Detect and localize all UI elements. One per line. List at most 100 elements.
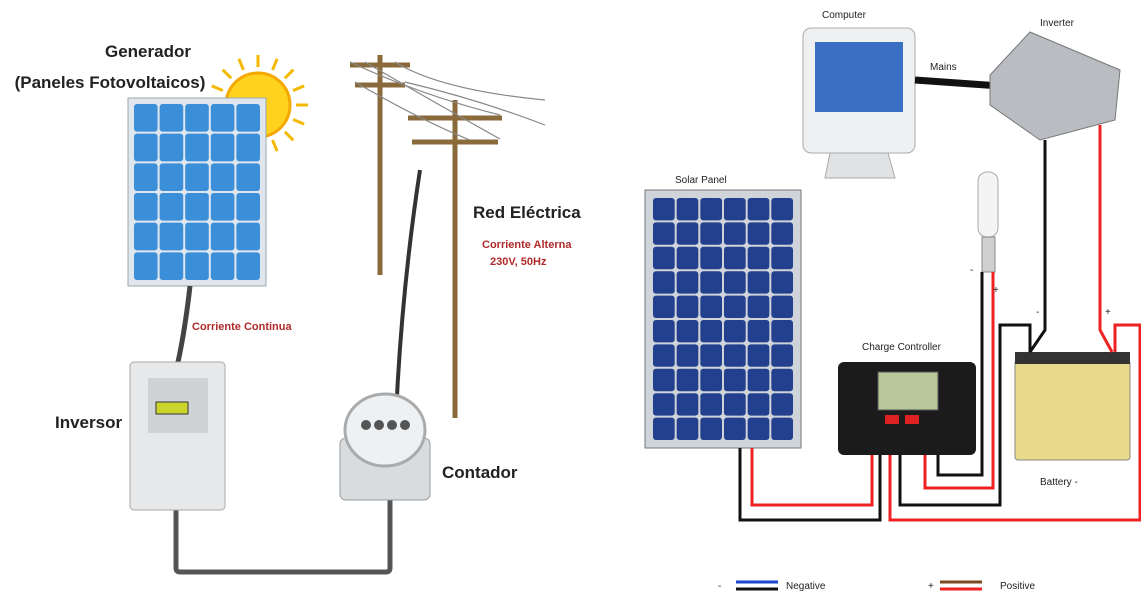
inverter-display xyxy=(156,402,188,414)
cell xyxy=(185,104,209,132)
cell xyxy=(236,223,260,251)
cell xyxy=(724,369,746,391)
cell xyxy=(771,369,793,391)
cell xyxy=(185,163,209,191)
inverter-box xyxy=(990,32,1120,140)
terminal-sign: + xyxy=(993,285,999,296)
cell xyxy=(724,247,746,269)
cell xyxy=(748,296,770,318)
cell xyxy=(653,320,675,342)
inverter-label: Inverter xyxy=(1040,18,1075,29)
cell xyxy=(677,320,699,342)
diagram: Generador (Paneles Fotovoltaicos) Red El… xyxy=(0,0,1141,595)
cell xyxy=(700,271,722,293)
inverter-label: Inversor xyxy=(55,413,122,432)
sun-ray xyxy=(293,120,304,125)
cell xyxy=(236,252,260,280)
cell xyxy=(653,393,675,415)
cell xyxy=(236,193,260,221)
cell xyxy=(700,418,722,440)
legend-symbol: - xyxy=(718,581,721,592)
cell xyxy=(160,163,184,191)
cell xyxy=(771,271,793,293)
cell xyxy=(748,369,770,391)
cell xyxy=(771,222,793,244)
cell xyxy=(748,222,770,244)
solar-panel-label: Solar Panel xyxy=(675,175,727,186)
cell xyxy=(160,223,184,251)
computer-label: Computer xyxy=(822,10,867,21)
bulb xyxy=(978,172,998,237)
computer-stand xyxy=(825,153,895,178)
cell xyxy=(724,393,746,415)
cell xyxy=(700,198,722,220)
cell xyxy=(653,247,675,269)
cell xyxy=(748,271,770,293)
sun-ray xyxy=(239,59,244,70)
cell xyxy=(134,163,158,191)
cell xyxy=(724,418,746,440)
cell xyxy=(724,222,746,244)
cell xyxy=(211,163,235,191)
cell xyxy=(653,418,675,440)
cell xyxy=(160,134,184,162)
cell xyxy=(677,418,699,440)
cell xyxy=(724,296,746,318)
cell xyxy=(185,193,209,221)
sun-ray xyxy=(223,70,231,78)
cell xyxy=(748,320,770,342)
meter-label: Contador xyxy=(442,463,518,482)
cell xyxy=(134,134,158,162)
cell xyxy=(211,193,235,221)
cell xyxy=(677,296,699,318)
cell xyxy=(677,222,699,244)
cell xyxy=(677,271,699,293)
cell xyxy=(748,247,770,269)
cell xyxy=(724,344,746,366)
controller-button xyxy=(885,415,899,424)
cell xyxy=(700,296,722,318)
generator-title: Generador xyxy=(105,42,191,61)
cell xyxy=(211,134,235,162)
legend-label: Negative xyxy=(786,581,826,592)
cell xyxy=(211,223,235,251)
mains-cable xyxy=(915,80,1000,86)
terminal-sign: - xyxy=(1036,307,1039,318)
grid-title: Red Eléctrica xyxy=(473,203,581,222)
battery xyxy=(1015,360,1130,460)
sun-ray xyxy=(273,59,278,70)
cell xyxy=(211,252,235,280)
cell xyxy=(771,296,793,318)
cell xyxy=(771,393,793,415)
terminal-sign: - xyxy=(970,265,973,276)
cell xyxy=(700,222,722,244)
cell xyxy=(748,344,770,366)
legend-symbol: + xyxy=(928,581,934,592)
cell xyxy=(724,271,746,293)
mains-label: Mains xyxy=(930,62,957,73)
cell xyxy=(653,222,675,244)
cell xyxy=(700,393,722,415)
cell xyxy=(724,198,746,220)
cell xyxy=(653,296,675,318)
legend-label: Positive xyxy=(1000,581,1035,592)
cell xyxy=(700,320,722,342)
controller-button xyxy=(905,415,919,424)
cell xyxy=(700,344,722,366)
dc-wire xyxy=(178,286,190,362)
cell xyxy=(134,193,158,221)
cell xyxy=(724,320,746,342)
cell xyxy=(748,198,770,220)
bulb-base xyxy=(982,237,995,272)
cell xyxy=(211,104,235,132)
cell xyxy=(134,223,158,251)
cell xyxy=(771,320,793,342)
terminal-sign: + xyxy=(1105,307,1111,318)
cell xyxy=(185,252,209,280)
cell xyxy=(677,247,699,269)
computer-screen xyxy=(815,42,903,112)
controller-display xyxy=(878,372,938,410)
battery-lid xyxy=(1015,352,1130,364)
cell xyxy=(185,223,209,251)
cell xyxy=(160,252,184,280)
